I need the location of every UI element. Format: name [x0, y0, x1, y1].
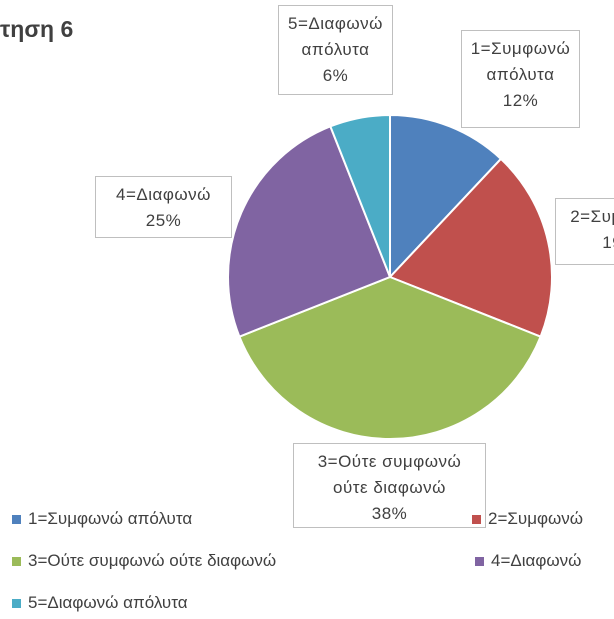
pie-slice	[389, 113, 503, 280]
legend-item: 5=Διαφωνώ απόλυτα	[12, 593, 188, 613]
legend-swatch	[472, 514, 481, 524]
data-label-category: 5=Διαφωνώ απόλυτα	[288, 14, 383, 59]
legend-label: 1=Συμφωνώ απόλυτα	[28, 509, 193, 528]
data-label: 5=Διαφωνώ απόλυτα 6%	[278, 5, 393, 95]
chart-title: τηση 6	[0, 16, 74, 42]
data-label: 1=Συμφωνώ απόλυτα 12%	[461, 30, 580, 128]
data-label: 4=Διαφωνώ 25%	[95, 176, 232, 238]
data-label-category: 2=Συμφωνώ	[570, 207, 614, 226]
data-label-category: 1=Συμφωνώ απόλυτα	[470, 39, 571, 84]
data-label-value: 12%	[502, 91, 539, 110]
data-label: 3=Ούτε συμφωνώ ούτε διαφωνώ 38%	[293, 443, 486, 528]
legend-label: 3=Ούτε συμφωνώ ούτε διαφωνώ	[28, 551, 277, 570]
legend-item: 1=Συμφωνώ απόλυτα	[12, 509, 192, 529]
data-label: 2=Συμφωνώ 19%	[555, 198, 614, 265]
legend-label: 5=Διαφωνώ απόλυτα	[28, 593, 188, 612]
data-label-value: 25%	[145, 211, 182, 230]
pie-slice	[238, 275, 542, 440]
data-label-category: 4=Διαφωνώ	[116, 185, 211, 204]
data-label-category: 3=Ούτε συμφωνώ ούτε διαφωνώ	[317, 452, 462, 497]
data-label-value: 19%	[602, 233, 614, 252]
legend-swatch	[12, 556, 21, 566]
legend-item: 3=Ούτε συμφωνώ ούτε διαφωνώ	[12, 551, 276, 571]
legend-swatch	[12, 514, 21, 524]
pie-slice	[227, 125, 392, 338]
legend-swatch	[12, 598, 21, 608]
pie-slice	[329, 113, 391, 278]
legend-swatch	[475, 556, 484, 566]
legend-label: 4=Διαφωνώ	[491, 551, 582, 570]
legend-item: 4=Διαφωνώ	[475, 551, 581, 571]
data-label-value: 6%	[322, 66, 349, 85]
legend-item: 2=Συμφωνώ	[472, 509, 583, 529]
legend-label: 2=Συμφωνώ	[488, 509, 584, 528]
data-label-value: 38%	[371, 504, 408, 523]
